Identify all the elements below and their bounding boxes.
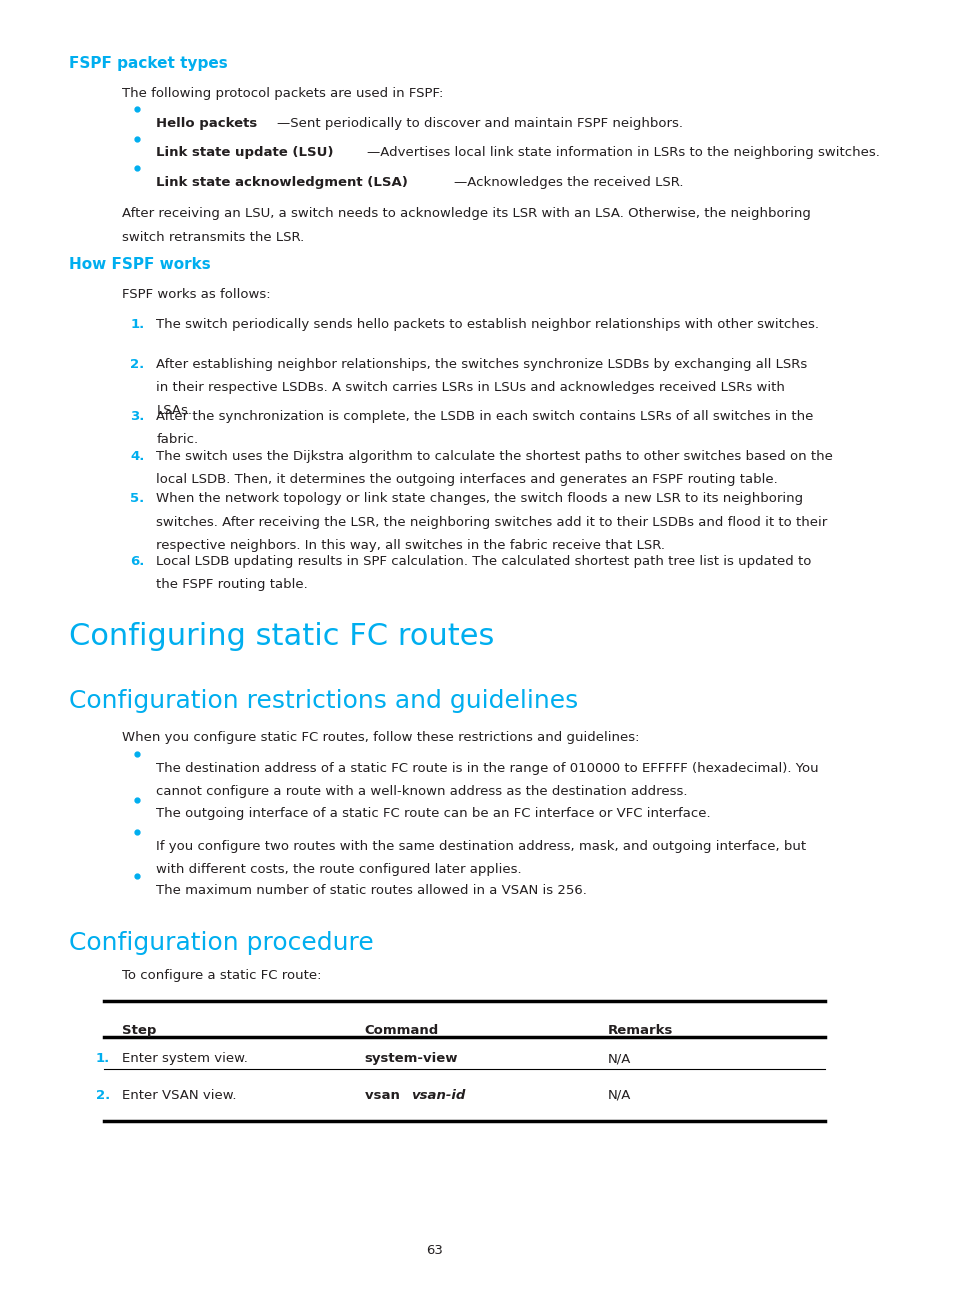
Text: switch retransmits the LSR.: switch retransmits the LSR. <box>121 231 303 244</box>
Text: switches. After receiving the LSR, the neighboring switches add it to their LSDB: switches. After receiving the LSR, the n… <box>156 516 826 529</box>
Text: cannot configure a route with a well-known address as the destination address.: cannot configure a route with a well-kno… <box>156 785 687 798</box>
Text: To configure a static FC route:: To configure a static FC route: <box>121 969 321 982</box>
Text: Enter system view.: Enter system view. <box>121 1052 247 1065</box>
Text: —Advertises local link state information in LSRs to the neighboring switches.: —Advertises local link state information… <box>366 146 879 159</box>
Text: 63: 63 <box>425 1244 442 1257</box>
Text: 2.: 2. <box>95 1089 110 1102</box>
Text: After receiving an LSU, a switch needs to acknowledge its LSR with an LSA. Other: After receiving an LSU, a switch needs t… <box>121 207 810 220</box>
Text: N/A: N/A <box>607 1052 631 1065</box>
Text: 4.: 4. <box>131 450 145 463</box>
Text: Enter VSAN view.: Enter VSAN view. <box>121 1089 235 1102</box>
Text: fabric.: fabric. <box>156 433 198 446</box>
Text: After the synchronization is complete, the LSDB in each switch contains LSRs of : After the synchronization is complete, t… <box>156 410 813 422</box>
Text: —Acknowledges the received LSR.: —Acknowledges the received LSR. <box>454 176 682 189</box>
Text: If you configure two routes with the same destination address, mask, and outgoin: If you configure two routes with the sam… <box>156 840 805 853</box>
Text: Hello packets: Hello packets <box>156 117 257 130</box>
Text: with different costs, the route configured later applies.: with different costs, the route configur… <box>156 863 521 876</box>
Text: 1.: 1. <box>95 1052 110 1065</box>
Text: Configuration procedure: Configuration procedure <box>70 931 374 955</box>
Text: When the network topology or link state changes, the switch floods a new LSR to : When the network topology or link state … <box>156 492 802 505</box>
Text: 1.: 1. <box>131 318 144 330</box>
Text: FSPF packet types: FSPF packet types <box>70 56 228 71</box>
Text: The destination address of a static FC route is in the range of 010000 to EFFFFF: The destination address of a static FC r… <box>156 762 818 775</box>
Text: Remarks: Remarks <box>607 1024 673 1037</box>
Text: Configuration restrictions and guidelines: Configuration restrictions and guideline… <box>70 689 578 714</box>
Text: local LSDB. Then, it determines the outgoing interfaces and generates an FSPF ro: local LSDB. Then, it determines the outg… <box>156 473 778 486</box>
Text: How FSPF works: How FSPF works <box>70 257 211 272</box>
Text: The switch uses the Dijkstra algorithm to calculate the shortest paths to other : The switch uses the Dijkstra algorithm t… <box>156 450 832 463</box>
Text: vsan-id: vsan-id <box>411 1089 465 1102</box>
Text: Link state acknowledgment (LSA): Link state acknowledgment (LSA) <box>156 176 408 189</box>
Text: FSPF works as follows:: FSPF works as follows: <box>121 288 270 301</box>
Text: 2.: 2. <box>131 358 144 371</box>
Text: respective neighbors. In this way, all switches in the fabric receive that LSR.: respective neighbors. In this way, all s… <box>156 539 664 552</box>
Text: —Sent periodically to discover and maintain FSPF neighbors.: —Sent periodically to discover and maint… <box>276 117 682 130</box>
Text: system-view: system-view <box>364 1052 457 1065</box>
Text: vsan: vsan <box>364 1089 404 1102</box>
Text: The maximum number of static routes allowed in a VSAN is 256.: The maximum number of static routes allo… <box>156 884 587 897</box>
Text: The switch periodically sends hello packets to establish neighbor relationships : The switch periodically sends hello pack… <box>156 318 819 330</box>
Text: 5.: 5. <box>131 492 144 505</box>
Text: The outgoing interface of a static FC route can be an FC interface or VFC interf: The outgoing interface of a static FC ro… <box>156 807 710 820</box>
Text: When you configure static FC routes, follow these restrictions and guidelines:: When you configure static FC routes, fol… <box>121 731 639 744</box>
Text: Link state update (LSU): Link state update (LSU) <box>156 146 334 159</box>
Text: 3.: 3. <box>131 410 145 422</box>
Text: Configuring static FC routes: Configuring static FC routes <box>70 622 495 651</box>
Text: LSAs.: LSAs. <box>156 404 193 417</box>
Text: Command: Command <box>364 1024 438 1037</box>
Text: Local LSDB updating results in SPF calculation. The calculated shortest path tre: Local LSDB updating results in SPF calcu… <box>156 555 811 568</box>
Text: 6.: 6. <box>131 555 145 568</box>
Text: in their respective LSDBs. A switch carries LSRs in LSUs and acknowledges receiv: in their respective LSDBs. A switch carr… <box>156 381 784 394</box>
Text: Step: Step <box>121 1024 155 1037</box>
Text: N/A: N/A <box>607 1089 631 1102</box>
Text: After establishing neighbor relationships, the switches synchronize LSDBs by exc: After establishing neighbor relationship… <box>156 358 807 371</box>
Text: The following protocol packets are used in FSPF:: The following protocol packets are used … <box>121 87 442 100</box>
Text: the FSPF routing table.: the FSPF routing table. <box>156 578 308 591</box>
